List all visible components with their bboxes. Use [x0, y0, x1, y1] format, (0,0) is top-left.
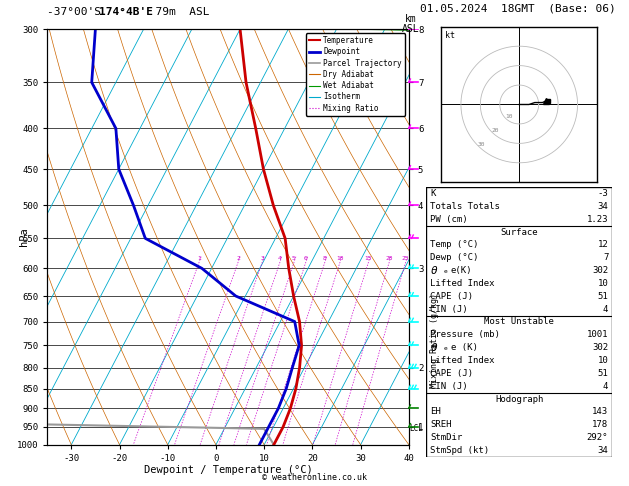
- Text: Lifted Index: Lifted Index: [430, 279, 494, 288]
- Text: -3: -3: [598, 189, 608, 198]
- Text: -37°00'S: -37°00'S: [47, 7, 114, 17]
- Text: 4: 4: [278, 256, 282, 261]
- Text: 302: 302: [592, 266, 608, 275]
- Text: 20: 20: [491, 128, 499, 134]
- Text: 4: 4: [603, 382, 608, 391]
- Text: 3: 3: [260, 256, 264, 261]
- Text: 1: 1: [197, 256, 201, 261]
- X-axis label: Dewpoint / Temperature (°C): Dewpoint / Temperature (°C): [143, 466, 313, 475]
- Text: 10: 10: [505, 115, 513, 120]
- Text: © weatheronline.co.uk: © weatheronline.co.uk: [262, 473, 367, 482]
- Text: 10: 10: [598, 279, 608, 288]
- Text: 51: 51: [598, 369, 608, 378]
- Text: e(K): e(K): [450, 266, 472, 275]
- Text: K: K: [430, 189, 435, 198]
- Text: 292°: 292°: [587, 433, 608, 442]
- Text: km: km: [405, 14, 416, 24]
- Text: 178: 178: [592, 420, 608, 429]
- Text: θ: θ: [430, 343, 437, 353]
- Text: Dewp (°C): Dewp (°C): [430, 253, 479, 262]
- Legend: Temperature, Dewpoint, Parcel Trajectory, Dry Adiabat, Wet Adiabat, Isotherm, Mi: Temperature, Dewpoint, Parcel Trajectory…: [306, 33, 405, 116]
- Text: 01.05.2024  18GMT  (Base: 06): 01.05.2024 18GMT (Base: 06): [420, 3, 616, 14]
- Text: 174°4B'E: 174°4B'E: [99, 7, 153, 17]
- Text: 5: 5: [292, 256, 296, 261]
- Text: hPa: hPa: [19, 227, 29, 246]
- Text: 79m  ASL: 79m ASL: [142, 7, 209, 17]
- Text: Most Unstable: Most Unstable: [484, 317, 554, 327]
- Text: CIN (J): CIN (J): [430, 382, 468, 391]
- Text: 30: 30: [477, 142, 485, 147]
- Text: EH: EH: [430, 407, 441, 417]
- Text: 10: 10: [336, 256, 343, 261]
- Text: Surface: Surface: [501, 227, 538, 237]
- Text: StmDir: StmDir: [430, 433, 462, 442]
- Text: θ: θ: [430, 265, 437, 276]
- Text: Pressure (mb): Pressure (mb): [430, 330, 500, 339]
- Text: 51: 51: [598, 292, 608, 301]
- Text: 6: 6: [304, 256, 308, 261]
- Text: Temp (°C): Temp (°C): [430, 241, 479, 249]
- Text: kt: kt: [445, 32, 455, 40]
- Text: e (K): e (K): [450, 343, 477, 352]
- Text: LCL: LCL: [409, 424, 423, 434]
- Text: ASL: ASL: [402, 24, 420, 34]
- Text: e: e: [443, 347, 447, 351]
- Text: e: e: [443, 269, 447, 275]
- Text: 7: 7: [603, 253, 608, 262]
- Text: 34: 34: [598, 202, 608, 211]
- Text: 2: 2: [236, 256, 240, 261]
- Text: CIN (J): CIN (J): [430, 305, 468, 313]
- Text: 20: 20: [386, 256, 393, 261]
- Text: 1.23: 1.23: [587, 215, 608, 224]
- Text: 4: 4: [603, 305, 608, 313]
- Text: 302: 302: [592, 343, 608, 352]
- Text: PW (cm): PW (cm): [430, 215, 468, 224]
- Text: Hodograph: Hodograph: [495, 395, 543, 403]
- Text: 8: 8: [323, 256, 326, 261]
- Text: 34: 34: [598, 446, 608, 455]
- Text: 12: 12: [598, 241, 608, 249]
- Text: SREH: SREH: [430, 420, 452, 429]
- Text: CAPE (J): CAPE (J): [430, 292, 473, 301]
- Text: Totals Totals: Totals Totals: [430, 202, 500, 211]
- Text: 25: 25: [402, 256, 409, 261]
- Text: Lifted Index: Lifted Index: [430, 356, 494, 365]
- Text: 10: 10: [598, 356, 608, 365]
- Text: 143: 143: [592, 407, 608, 417]
- Text: 15: 15: [365, 256, 372, 261]
- Text: StmSpd (kt): StmSpd (kt): [430, 446, 489, 455]
- Text: 1001: 1001: [587, 330, 608, 339]
- Text: Mixing Ratio (g/kg): Mixing Ratio (g/kg): [430, 294, 438, 388]
- Text: CAPE (J): CAPE (J): [430, 369, 473, 378]
